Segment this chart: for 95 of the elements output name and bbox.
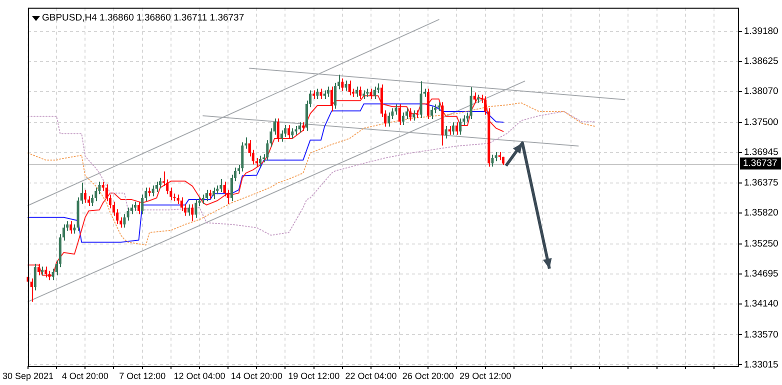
y-tick-label: 1.35250 [744,238,778,250]
y-tick-label: 1.38070 [744,86,778,98]
x-tick-label: 7 Oct 12:00 [119,370,166,381]
candlestick [52,268,54,281]
ref-line-label: 1.36737 [743,158,778,170]
candlestick [188,204,190,216]
candlestick [430,106,433,120]
candlestick [355,86,358,98]
candlestick [359,86,362,100]
candlestick [162,170,166,187]
candlestick [298,122,301,134]
candlestick [348,80,351,96]
y-tick-label: 1.33015 [744,359,778,370]
candlestick [344,80,348,92]
y-tick-label: 1.37500 [744,116,778,128]
x-tick-label: 26 Oct 20:00 [402,370,454,381]
candlestick [412,110,416,122]
candlestick [126,207,130,222]
candlestick [284,124,286,138]
candlestick [320,88,322,100]
candlestick [326,86,330,98]
x-tick-label: 30 Sep 2021 [2,370,54,381]
candlestick [134,201,136,212]
candlestick [34,263,36,291]
candlestick [452,122,454,136]
candlestick [420,80,422,118]
candlestick [205,189,208,202]
y-tick-label: 1.35820 [744,208,778,219]
candlestick [138,201,140,215]
candlestick [180,196,183,212]
candlestick [373,86,376,100]
candlestick [288,124,290,139]
candlestick [152,185,154,197]
y-tick-label: 1.33570 [744,329,778,340]
text: GBPUSD,H4 1.36860 1.36860 1.36711 1.36737 [42,12,244,24]
candlestick [37,263,40,276]
candlestick [388,112,390,128]
candlestick [291,128,294,139]
candlestick [470,86,472,120]
candlestick [459,118,462,136]
x-tick-label: 12 Oct 04:00 [174,370,226,381]
candlestick [494,151,498,162]
candlestick [30,278,33,302]
candlestick [212,187,216,200]
candlestick [426,88,430,120]
candlestick [276,118,280,142]
candlestick [370,88,372,100]
candlestick [105,184,108,202]
x-tick-label: 4 Oct 20:00 [62,370,108,381]
y-tick-label: 1.36945 [744,146,778,158]
candlestick [394,104,398,116]
candlestick [155,181,158,192]
candlestick [48,270,51,281]
candlestick [409,108,412,122]
candlestick [316,88,319,100]
candlestick [73,224,76,234]
candlestick [84,189,86,204]
candlestick [466,112,469,122]
candlestick [176,194,180,204]
candlestick [158,177,162,189]
candlestick [491,154,494,168]
candlestick [230,174,233,202]
candlestick [280,130,283,142]
x-tick-label: 29 Oct 12:00 [460,370,512,381]
candlestick [94,187,98,202]
y-tick-label: 1.38625 [744,56,778,68]
candlestick [194,199,198,218]
candlestick [444,126,448,139]
candlestick [455,122,458,136]
candlestick [191,204,194,222]
x-tick-label: 19 Oct 12:00 [288,370,340,381]
y-tick-label: 1.36375 [744,178,778,189]
candlestick [398,104,401,126]
candlestick [402,112,404,126]
candlestick [330,86,333,112]
candlestick [91,194,94,207]
candlestick [341,78,344,92]
candlestick [473,92,476,104]
candlestick [334,82,337,110]
x-tick-label: 22 Oct 04:00 [345,370,397,381]
candlestick [248,140,251,157]
y-tick-label: 1.34140 [744,298,778,310]
candlestick [208,189,212,200]
candlestick [141,194,144,215]
x-tick-label: 14 Oct 20:00 [230,370,282,381]
y-tick-label: 1.39180 [744,26,778,38]
candlestick [258,155,262,168]
candlestick [241,142,244,172]
candlestick [220,178,222,192]
candlestick [44,266,48,278]
y-tick-label: 1.34695 [744,268,778,280]
candlestick [123,214,126,228]
candlestick [223,181,226,197]
candlestick [202,194,204,204]
candlestick [70,220,72,234]
